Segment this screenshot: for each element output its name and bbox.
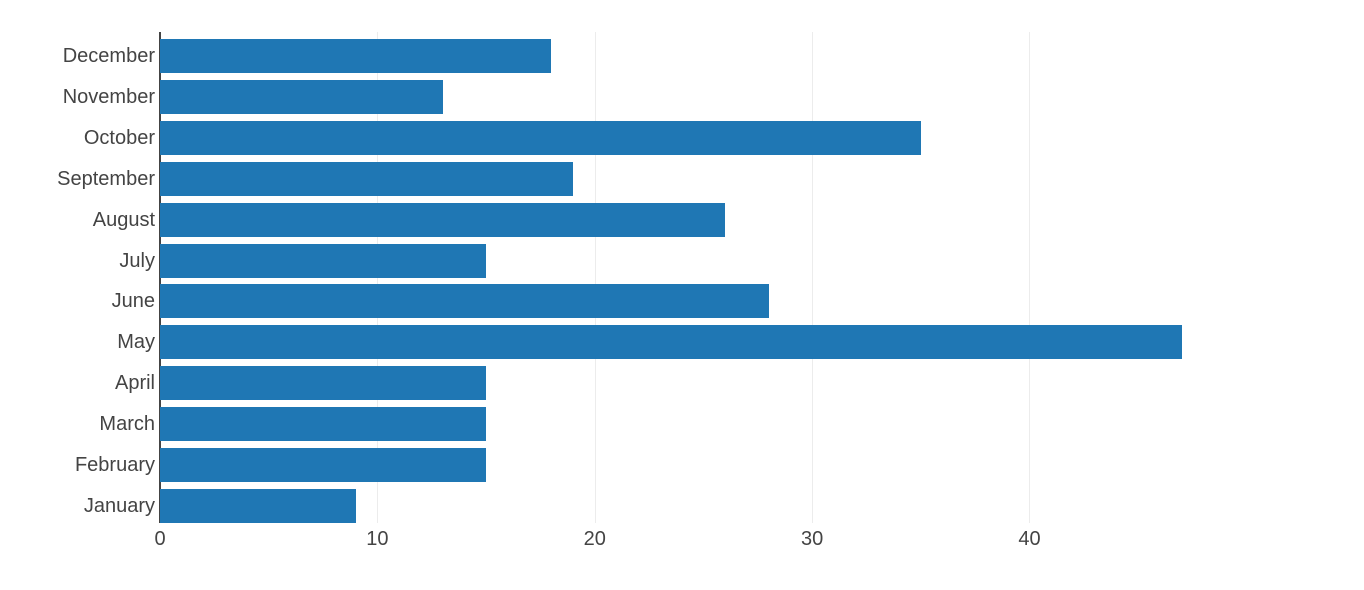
bar-february [160, 447, 487, 482]
gridline-x-20 [594, 32, 596, 523]
x-tick-label-10: 10 [366, 528, 389, 550]
bar-april [160, 366, 487, 401]
y-tick-label-december: December [62, 45, 155, 68]
bar-december [160, 39, 552, 74]
x-tick-label-20: 20 [583, 528, 606, 550]
y-tick-label-november: November [62, 86, 155, 109]
y-tick-label-july: July [119, 249, 155, 272]
y-tick-label-april: April [114, 372, 155, 395]
bar-november [160, 80, 443, 115]
bar-july [160, 243, 487, 278]
y-tick-label-march: March [99, 412, 155, 435]
gridline-x-30 [812, 32, 814, 523]
bar-june [160, 284, 769, 319]
y-tick-label-may: May [117, 331, 155, 354]
bar-january [160, 488, 356, 523]
bar-august [160, 202, 726, 237]
y-tick-label-february: February [74, 453, 155, 476]
bar-september [160, 161, 573, 196]
x-tick-label-30: 30 [800, 528, 824, 550]
y-tick-label-january: January [83, 494, 155, 517]
y-tick-label-september: September [57, 167, 155, 190]
bar-may [160, 325, 1182, 360]
bar-october [160, 121, 921, 156]
bar-march [160, 406, 487, 441]
y-tick-label-october: October [83, 127, 155, 150]
y-tick-label-june: June [111, 290, 155, 313]
gridline-x-40 [1029, 32, 1031, 523]
x-tick-label-0: 0 [154, 528, 166, 550]
y-tick-label-august: August [92, 208, 155, 231]
x-tick-label-40: 40 [1018, 528, 1041, 550]
